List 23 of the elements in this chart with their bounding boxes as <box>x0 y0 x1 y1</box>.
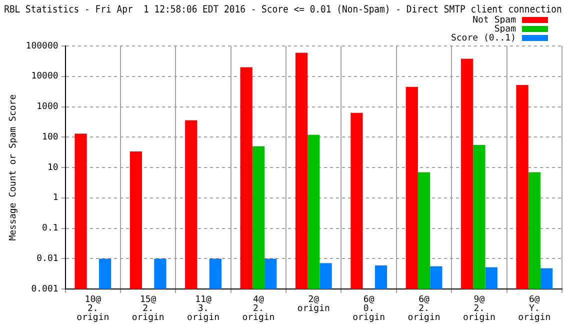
x-tick-label: 6@ Y. origin <box>518 294 551 323</box>
x-tick-label: 9@ 2. origin <box>462 294 496 323</box>
x-tick-label: 4@ 2. origin <box>242 294 275 323</box>
x-tick-label: 6@ 2. origin <box>408 294 440 323</box>
y-tick-label: 0.01 <box>36 254 58 264</box>
y-tick-label: 0.1 <box>42 224 58 234</box>
y-tick-label: 0.001 <box>31 284 58 294</box>
y-tick-label: 1 <box>52 193 58 204</box>
x-tick-label: 6@ 0. origin <box>352 294 386 323</box>
x-tick-label: 2@ origin <box>297 294 330 314</box>
y-tick-label: 10000 <box>31 72 58 82</box>
legend-label: Score (0..1) <box>450 33 516 44</box>
x-tick-label: 11@ 3. origin <box>187 294 220 323</box>
chart-title: RBL Statistics - Fri Apr 1 12:58:06 EDT 2016 - Score <= 0.01 (Non-Spam) - Direct SMTP client connection <box>4 4 562 16</box>
y-axis-title: Message Count or Spam Score <box>8 94 19 241</box>
legend-label: Spam <box>494 24 516 34</box>
y-tick-label: 100000 <box>26 41 58 52</box>
legend-label: Not Spam <box>472 15 516 26</box>
y-tick-label: 1000 <box>36 102 58 112</box>
y-tick-label: 10 <box>47 162 58 173</box>
x-tick-label: 15@ 2. origin <box>132 294 164 323</box>
y-tick-label: 100 <box>42 132 58 142</box>
x-tick-label: 10@ 2. origin <box>76 294 110 323</box>
